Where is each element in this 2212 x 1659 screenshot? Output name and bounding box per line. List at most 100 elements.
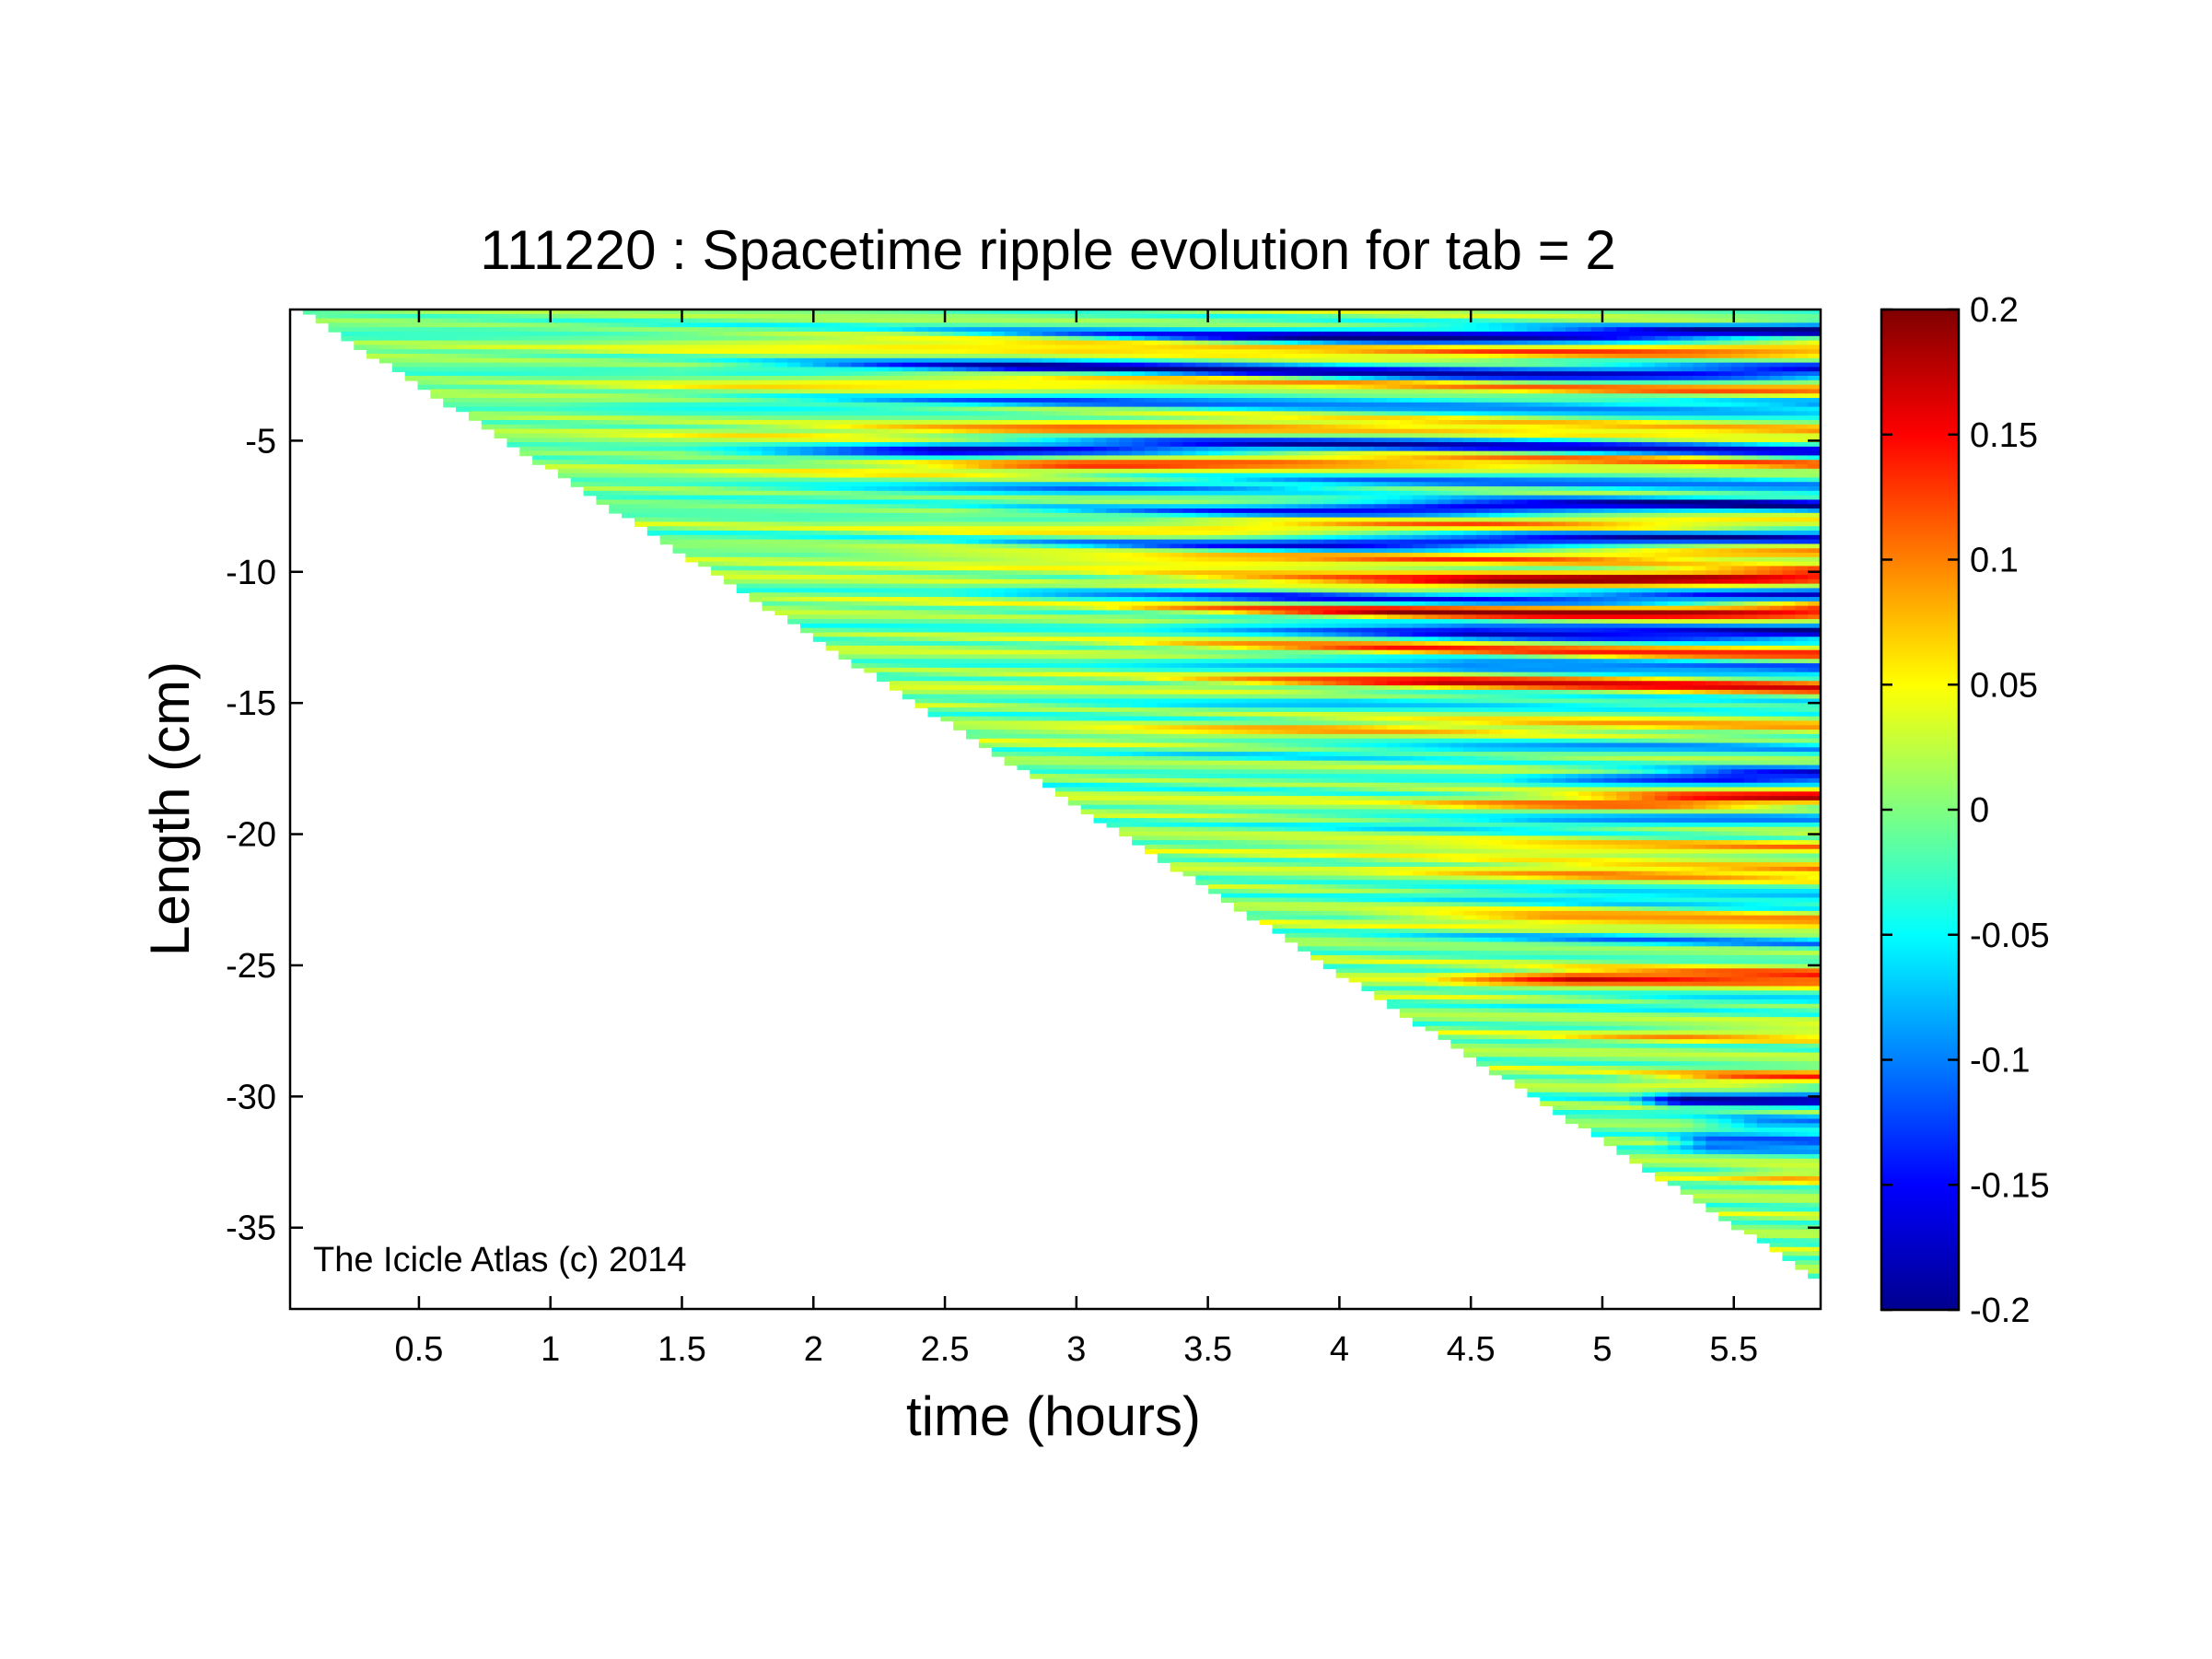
heatmap-cell xyxy=(1106,490,1121,497)
heatmap-cell xyxy=(468,345,483,351)
heatmap-cell xyxy=(1132,592,1146,598)
heatmap-cell xyxy=(1195,875,1209,882)
heatmap-cell xyxy=(468,322,483,328)
heatmap-cell xyxy=(378,310,393,315)
heatmap-cell xyxy=(659,389,674,395)
heatmap-cell xyxy=(723,450,738,457)
heatmap-cell xyxy=(570,313,585,320)
heatmap-cell xyxy=(838,433,853,439)
heatmap-cell xyxy=(532,428,546,435)
heatmap-cell xyxy=(672,345,687,351)
heatmap-cell xyxy=(1170,420,1184,426)
heatmap-cell xyxy=(838,340,853,346)
heatmap-cell xyxy=(1119,689,1133,695)
heatmap-cell xyxy=(1195,676,1209,683)
heatmap-cell xyxy=(417,380,432,386)
heatmap-cell xyxy=(1144,627,1158,634)
heatmap-cell xyxy=(494,318,508,324)
heatmap-cell xyxy=(1195,539,1209,545)
heatmap-cell xyxy=(1106,450,1121,457)
heatmap-cell xyxy=(481,398,495,403)
heatmap-cell xyxy=(1030,548,1043,554)
heatmap-cell xyxy=(1157,482,1171,487)
heatmap-cell xyxy=(1221,420,1235,426)
heatmap-cell xyxy=(1067,782,1082,789)
heatmap-cell xyxy=(1182,468,1197,474)
heatmap-cell xyxy=(1042,398,1056,403)
heatmap-cell xyxy=(634,406,648,413)
heatmap-cell xyxy=(940,570,954,576)
heatmap-cell xyxy=(812,473,827,479)
heatmap-cell xyxy=(838,322,853,328)
heatmap-cell xyxy=(1030,450,1043,457)
heatmap-cell xyxy=(1055,371,1069,377)
heatmap-cell xyxy=(914,649,929,656)
heatmap-cell xyxy=(417,340,432,346)
heatmap-cell xyxy=(1182,424,1197,430)
heatmap-cell xyxy=(1170,853,1184,859)
heatmap-cell xyxy=(1042,619,1056,625)
heatmap-cell xyxy=(506,380,521,386)
heatmap-cell xyxy=(927,424,942,430)
heatmap-cell xyxy=(736,490,751,497)
heatmap-cell xyxy=(1067,588,1082,594)
heatmap-cell xyxy=(1170,862,1184,868)
heatmap-cell xyxy=(1030,627,1043,634)
heatmap-cell xyxy=(1080,623,1095,629)
heatmap-cell xyxy=(1195,327,1209,333)
heatmap-cell xyxy=(1119,672,1133,678)
heatmap-cell xyxy=(1144,477,1158,484)
heatmap-cell xyxy=(864,566,878,572)
heatmap-cell xyxy=(532,438,546,443)
heatmap-cell xyxy=(646,322,661,328)
heatmap-cell xyxy=(723,438,738,443)
heatmap-cell xyxy=(1132,575,1146,580)
heatmap-cell xyxy=(749,575,763,580)
heatmap-cell xyxy=(519,415,533,421)
heatmap-cell xyxy=(1195,438,1209,443)
heatmap-cell xyxy=(1182,566,1197,572)
heatmap-cell xyxy=(1195,531,1209,536)
heatmap-cell xyxy=(1042,357,1056,364)
heatmap-cell xyxy=(1195,406,1209,413)
heatmap-cell xyxy=(914,406,929,413)
heatmap-cell xyxy=(991,438,1006,443)
heatmap-cell xyxy=(953,588,967,594)
heatmap-cell xyxy=(672,349,687,355)
heatmap-cell xyxy=(1157,468,1171,474)
heatmap-cell xyxy=(1195,742,1209,749)
heatmap-cell xyxy=(1042,335,1056,342)
heatmap-cell xyxy=(1030,570,1043,576)
heatmap-cell xyxy=(736,362,751,368)
heatmap-cell xyxy=(978,716,993,722)
heatmap-cell xyxy=(430,393,444,399)
heatmap-cell xyxy=(1157,460,1171,465)
heatmap-cell xyxy=(1233,310,1248,315)
heatmap-cell xyxy=(812,553,827,558)
heatmap-cell xyxy=(1208,473,1222,479)
heatmap-cell xyxy=(1004,367,1019,373)
heatmap-cell xyxy=(532,450,546,457)
heatmap-cell xyxy=(991,460,1006,465)
heatmap-cell xyxy=(736,473,751,479)
heatmap-cell xyxy=(1119,720,1133,727)
heatmap-cell xyxy=(1030,313,1043,320)
heatmap-cell xyxy=(659,340,674,346)
heatmap-cell xyxy=(1004,663,1019,669)
heatmap-cell xyxy=(328,322,343,328)
heatmap-cell xyxy=(800,464,814,470)
heatmap-cell xyxy=(749,548,763,554)
heatmap-cell xyxy=(506,371,521,377)
heatmap-cell xyxy=(698,367,712,373)
heatmap-cell xyxy=(1017,649,1031,656)
heatmap-cell xyxy=(1030,623,1043,629)
heatmap-cell xyxy=(1017,637,1031,642)
heatmap-cell xyxy=(672,332,687,337)
heatmap-cell xyxy=(1004,627,1019,634)
heatmap-cell xyxy=(545,398,559,403)
heatmap-cell xyxy=(1004,543,1019,550)
heatmap-cell xyxy=(1170,623,1184,629)
heatmap-cell xyxy=(864,654,878,660)
heatmap-cell xyxy=(812,380,827,386)
heatmap-cell xyxy=(1132,526,1146,532)
